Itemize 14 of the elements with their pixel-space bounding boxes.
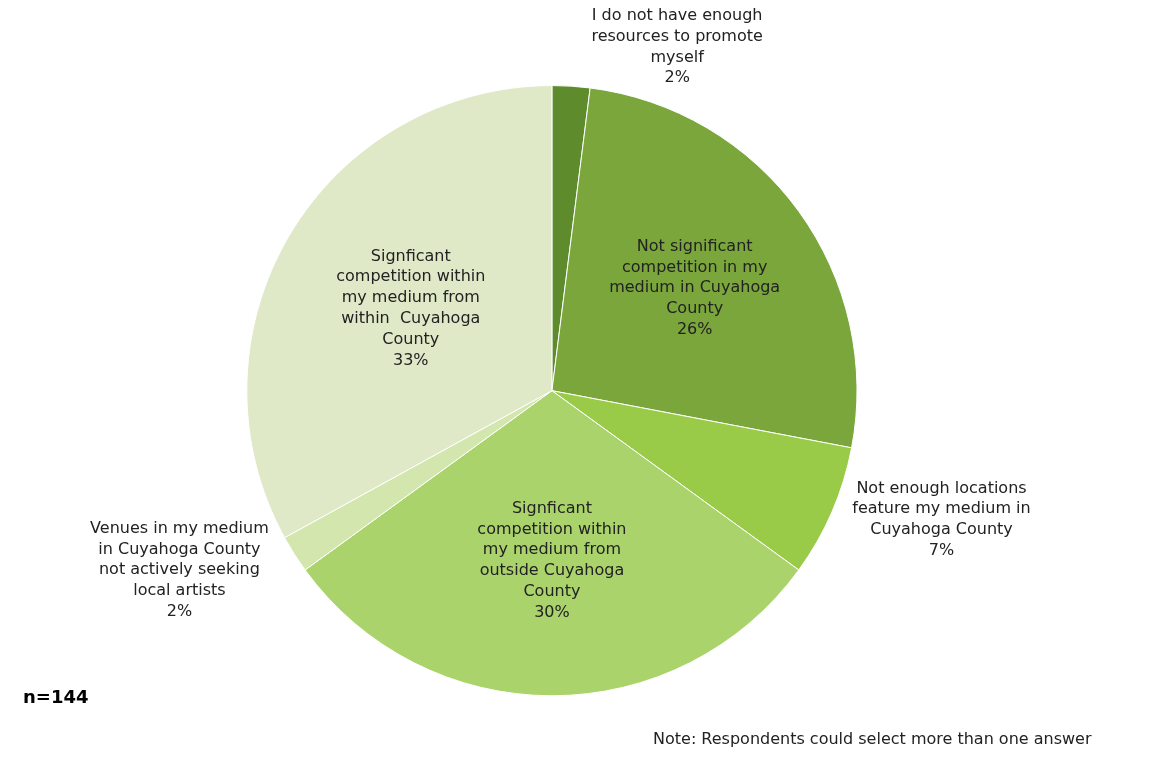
data-label: 2% bbox=[166, 600, 193, 620]
data-label: 33% bbox=[393, 349, 429, 369]
data-label: 7% bbox=[928, 539, 955, 559]
slice-label: Not enough locations feature my medium in Cuyahoga County bbox=[852, 477, 1031, 539]
data-label: 30% bbox=[534, 601, 570, 621]
slice-label: I do not have enough resources to promote myself bbox=[591, 4, 763, 66]
slice-label: Not significant competition in my medium in Cuyahoga County bbox=[609, 235, 781, 318]
slice-label: Signficant competition within my medium from within Cuyahoga County bbox=[336, 245, 486, 348]
text: Note: Respondents could select more than one answer bbox=[653, 729, 1092, 748]
data-label: 26% bbox=[676, 319, 713, 339]
slice-label: Venues in my medium in Cuyahoga County not actively seeking local artists bbox=[90, 517, 269, 600]
slice-label: Signficant competition within my medium from outside Cuyahoga County bbox=[477, 497, 627, 601]
text: n=144 bbox=[23, 686, 89, 707]
data-label: 2% bbox=[664, 67, 690, 87]
